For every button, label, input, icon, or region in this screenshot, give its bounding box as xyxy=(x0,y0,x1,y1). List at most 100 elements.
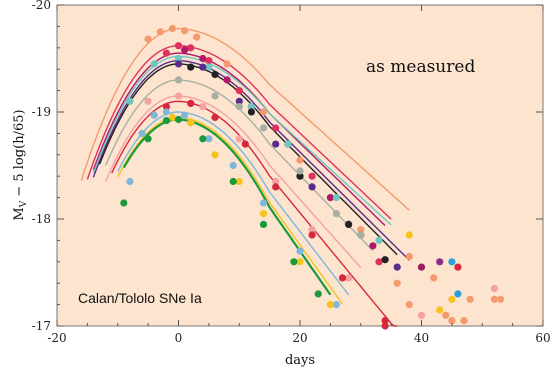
data-point xyxy=(187,44,195,52)
data-point xyxy=(381,256,389,264)
series-line xyxy=(92,55,392,226)
series-line xyxy=(104,95,362,269)
data-point xyxy=(496,295,505,303)
axes-group: -20 0 20 40 60 -17 -18 -19 -20 xyxy=(32,0,550,345)
data-point xyxy=(272,177,280,186)
data-point xyxy=(211,151,219,159)
series-line xyxy=(98,63,398,256)
data-point xyxy=(417,311,426,319)
annotation-calan-tololo: Calan/Tololo SNe Ia xyxy=(78,290,202,306)
data-point xyxy=(460,317,468,325)
data-point xyxy=(144,35,152,43)
y-tick-label: -19 xyxy=(32,105,51,119)
data-point xyxy=(247,103,255,111)
data-point xyxy=(442,311,450,319)
data-point xyxy=(126,177,134,186)
data-point xyxy=(393,279,401,287)
data-point xyxy=(144,97,152,105)
data-point xyxy=(235,87,243,95)
data-point xyxy=(405,231,413,239)
data-point xyxy=(150,111,158,119)
data-point xyxy=(199,135,207,143)
plot-area xyxy=(56,4,544,327)
data-point xyxy=(296,167,304,175)
data-point xyxy=(199,54,207,63)
data-point xyxy=(430,274,438,282)
y-axis-title-rest: − 5 log(h/65) xyxy=(12,109,27,200)
data-point xyxy=(156,28,164,36)
data-point xyxy=(162,117,170,125)
data-point xyxy=(290,258,298,266)
data-point xyxy=(296,156,304,164)
data-point xyxy=(332,210,340,218)
data-point xyxy=(448,317,456,325)
annotation-as-measured: as measured xyxy=(366,57,475,77)
x-tick-label: 60 xyxy=(535,331,550,345)
data-point xyxy=(162,108,170,116)
data-point xyxy=(168,24,176,33)
data-point xyxy=(211,92,219,100)
y-tick-label: -20 xyxy=(32,0,51,12)
data-point xyxy=(272,140,280,148)
x-axis-title: days xyxy=(285,353,315,368)
data-point xyxy=(405,301,413,309)
data-point xyxy=(417,263,426,271)
data-point xyxy=(120,199,128,207)
data-point xyxy=(229,161,237,170)
data-point xyxy=(466,295,474,303)
data-point xyxy=(308,231,316,239)
data-point xyxy=(199,63,207,71)
data-point xyxy=(174,54,183,63)
data-point xyxy=(375,258,383,266)
points-group xyxy=(120,24,505,330)
data-point xyxy=(150,60,158,68)
data-point xyxy=(162,103,170,111)
series-line xyxy=(92,52,386,227)
y-axis-title: MV − 5 log(h/65) xyxy=(12,109,29,220)
data-point xyxy=(326,194,334,202)
series-line xyxy=(122,118,332,296)
data-point xyxy=(162,49,170,57)
x-tick-label: -20 xyxy=(47,331,66,345)
series-line xyxy=(117,111,350,296)
data-point xyxy=(205,63,213,71)
data-point xyxy=(181,111,189,119)
y-axis-title-sub: V xyxy=(19,200,29,208)
data-point xyxy=(490,284,498,293)
data-point xyxy=(211,113,219,121)
y-tick-label: -17 xyxy=(32,319,51,333)
series-line xyxy=(92,59,410,261)
data-point xyxy=(181,27,189,35)
data-point xyxy=(174,60,183,68)
data-point xyxy=(393,263,401,271)
data-point xyxy=(174,115,183,124)
data-point xyxy=(181,46,189,54)
data-point xyxy=(187,119,195,127)
y-axis-title-main: M xyxy=(12,207,27,220)
data-point xyxy=(381,322,389,330)
data-point xyxy=(223,76,231,84)
series-line xyxy=(111,100,398,327)
data-point xyxy=(247,108,255,116)
data-point xyxy=(326,301,334,309)
data-point xyxy=(223,60,231,68)
data-point xyxy=(436,258,444,266)
series-line xyxy=(117,116,344,305)
data-point xyxy=(211,70,219,79)
data-point xyxy=(259,108,268,116)
data-point xyxy=(174,42,183,50)
x-tick-label: 20 xyxy=(292,331,307,345)
data-point xyxy=(272,183,280,191)
svg-text:MV − 5 log(h/65): MV − 5 log(h/65) xyxy=(12,109,29,220)
data-point xyxy=(144,135,152,143)
series-line xyxy=(80,27,410,211)
curves-group xyxy=(80,27,410,327)
data-point xyxy=(259,124,268,132)
data-point xyxy=(259,220,268,228)
data-point xyxy=(187,63,195,71)
data-point xyxy=(454,263,462,271)
data-point xyxy=(490,295,498,303)
x-tick-label: 0 xyxy=(175,331,183,345)
data-point xyxy=(259,199,268,207)
